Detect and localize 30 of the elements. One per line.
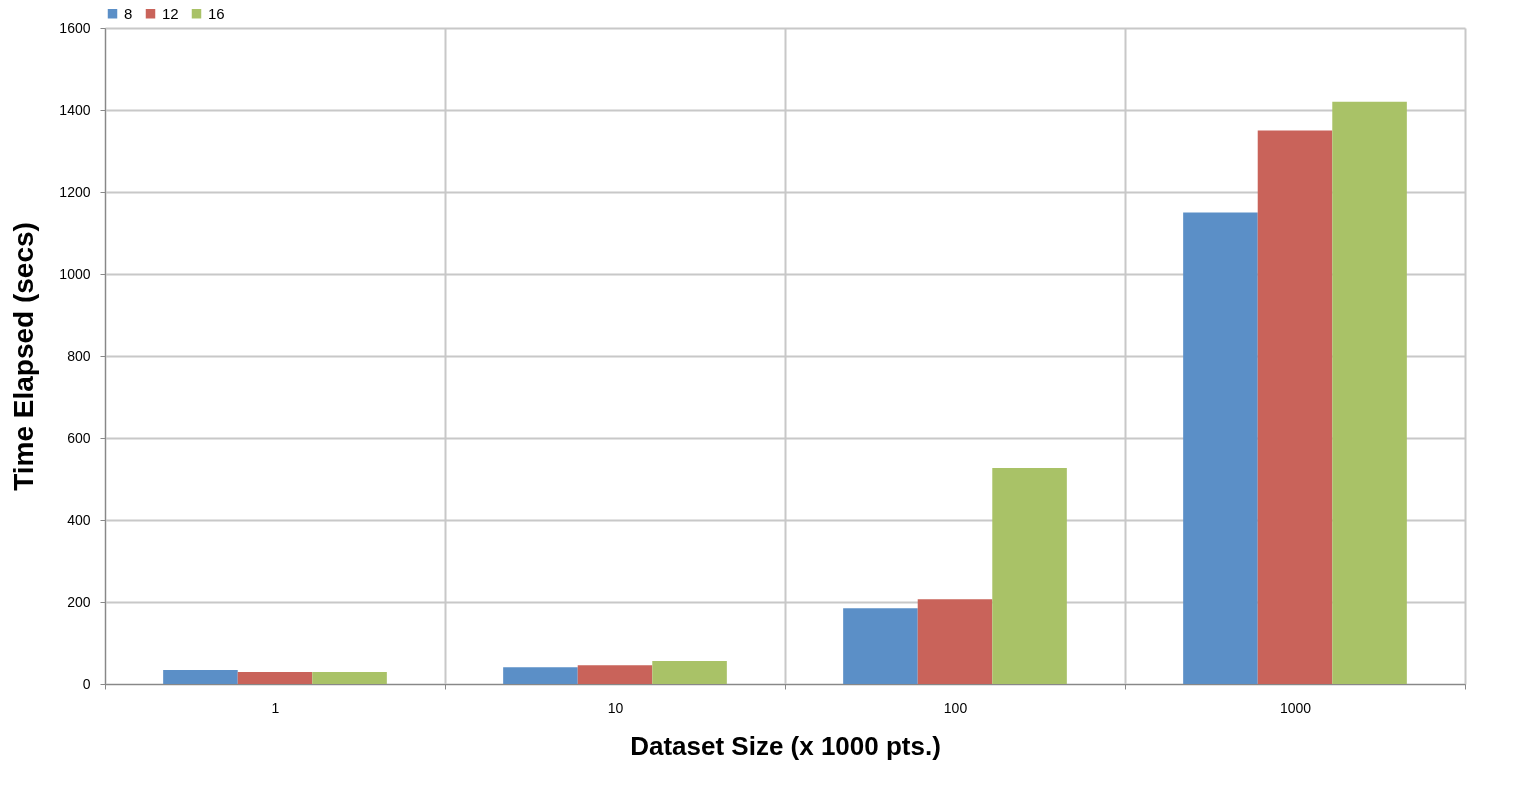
bar [843,608,918,684]
bar [312,672,387,684]
y-tick-label: 0 [82,675,91,692]
bar [237,672,313,684]
y-tick-label: 1600 [59,19,91,36]
y-tick-label: 600 [67,429,91,446]
x-tick-label: 100 [943,699,968,716]
y-tick-label: 200 [67,593,91,610]
bar [163,670,238,684]
bar [992,467,1067,684]
x-tick-label: 1000 [1279,699,1312,716]
x-tick-label: 10 [607,699,624,716]
y-tick-label: 800 [67,347,91,364]
y-tick-label: 1000 [59,265,91,282]
legend-label: 16 [208,4,225,22]
bar [1257,130,1333,684]
x-axis-title: Dataset Size (x 1000 pts.) [630,730,941,761]
y-tick-label: 400 [67,511,91,528]
legend-label: 8 [124,4,133,22]
bar [1332,101,1407,684]
bar [917,599,993,684]
bar [503,667,578,684]
y-axis-title: Time Elapsed (secs) [8,222,40,491]
legend-label: 12 [162,4,179,22]
bar [577,665,653,684]
y-tick-label: 1400 [59,101,91,118]
y-tick-label: 1200 [59,183,91,200]
bar [1183,212,1258,684]
x-tick-label: 1 [271,699,280,716]
bar [652,661,727,684]
